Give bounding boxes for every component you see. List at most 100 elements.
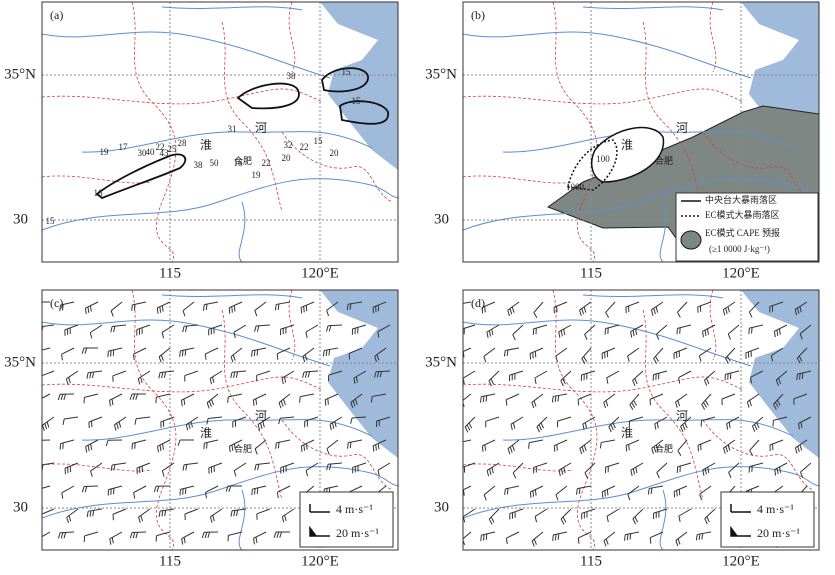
wind-barb <box>529 439 544 444</box>
contour-label: 15 <box>46 216 56 226</box>
wind-barb <box>703 402 707 408</box>
legend-text: EC模式 CAPE 预报 <box>705 227 780 238</box>
river <box>161 6 303 11</box>
wind-barb <box>582 423 585 430</box>
wind-barb <box>461 353 462 359</box>
contour-label: 38 <box>194 160 204 170</box>
wind-barb <box>305 462 319 471</box>
river <box>502 419 794 441</box>
place-label: 淮 <box>200 426 212 440</box>
wind-barb <box>488 380 493 387</box>
wind-barb <box>84 347 88 354</box>
contour-label: 19 <box>252 170 262 180</box>
wind-barb <box>483 534 485 541</box>
wind-barb <box>484 444 487 451</box>
wind-barb <box>182 464 185 471</box>
wind-barb <box>253 538 255 545</box>
wind-barb <box>68 377 71 384</box>
wind-barb <box>307 371 311 378</box>
wind-barb <box>722 309 726 316</box>
wind-barb <box>233 371 236 378</box>
wind-barb <box>505 399 508 406</box>
wind-barb <box>562 516 567 523</box>
wind-barb <box>797 446 800 453</box>
rain-contour <box>339 100 389 125</box>
river <box>582 294 724 299</box>
wind-barb <box>579 309 582 316</box>
wind-barb <box>485 416 500 422</box>
wind-barb <box>505 538 508 545</box>
wind-barb <box>86 511 89 518</box>
y-axis-label: 30 <box>434 211 449 227</box>
wind-barb <box>512 472 517 479</box>
contour-label: 15 <box>314 136 324 146</box>
wind-barb <box>604 490 606 497</box>
wind-barb <box>129 532 133 539</box>
sea <box>320 2 398 170</box>
wind-barb <box>701 533 704 540</box>
wind-barb <box>531 540 535 547</box>
wind-barb <box>506 531 520 539</box>
x-axis-label: 120°E <box>722 265 760 281</box>
contour-label: 16 <box>234 158 244 168</box>
wind-barb <box>254 488 256 495</box>
wind-barb <box>180 400 183 407</box>
wind-barb <box>800 462 812 473</box>
legend-text: EC模式大暴雨落区 <box>705 209 780 220</box>
panel-frame <box>41 289 399 551</box>
wind-barb <box>799 373 801 380</box>
wind-barb <box>227 396 229 403</box>
wind-barb <box>635 467 638 474</box>
wind-barb <box>468 422 473 429</box>
wind-barb <box>231 444 234 451</box>
wind-barb <box>480 396 482 403</box>
wind-barb <box>322 350 325 357</box>
wind-barb <box>228 393 243 398</box>
wind-barb <box>482 396 485 403</box>
panel-frame <box>462 1 820 263</box>
wind-barb <box>773 403 777 410</box>
wind-barb <box>207 532 211 539</box>
wind-barb <box>584 334 588 341</box>
place-label: 合肥 <box>655 155 673 166</box>
wind-barb <box>728 472 732 479</box>
legend-text: 4 m·s⁻¹ <box>757 502 794 516</box>
province-border <box>221 309 283 501</box>
wind-barb <box>135 393 139 400</box>
wind-barb <box>260 422 263 429</box>
contour-label: 43 <box>160 148 170 158</box>
wind-barb <box>183 398 186 405</box>
x-axis-label: 115 <box>580 553 602 569</box>
wind-barb <box>204 353 207 360</box>
map-area <box>458 290 819 550</box>
place-label: 淮 <box>200 138 212 152</box>
legend-box <box>675 192 819 262</box>
wind-barb <box>110 301 123 312</box>
province-border <box>463 463 574 472</box>
contour-label: 15 <box>352 96 362 106</box>
wind-barb <box>62 304 64 311</box>
sea <box>320 290 398 458</box>
wind-barb <box>105 440 109 447</box>
wind-barb <box>159 445 162 452</box>
wind-barb <box>111 537 114 544</box>
wind-barb <box>458 492 459 498</box>
wind-barb <box>208 400 212 407</box>
wind-barb <box>377 462 391 471</box>
wind-barb <box>110 326 113 333</box>
wind-barb <box>748 328 750 335</box>
wind-barb <box>205 492 207 499</box>
wind-barb <box>534 516 538 523</box>
wind-barb <box>137 378 141 385</box>
wind-barb <box>42 370 55 377</box>
wind-barb <box>233 443 236 450</box>
wind-barb <box>329 424 332 431</box>
wind-barb <box>656 472 660 479</box>
y-axis-label: 35°N <box>4 354 36 370</box>
wind-barb <box>156 393 171 398</box>
wind-barb <box>111 399 114 406</box>
wind-barb <box>206 418 209 425</box>
sea <box>741 290 819 458</box>
river <box>238 201 246 262</box>
